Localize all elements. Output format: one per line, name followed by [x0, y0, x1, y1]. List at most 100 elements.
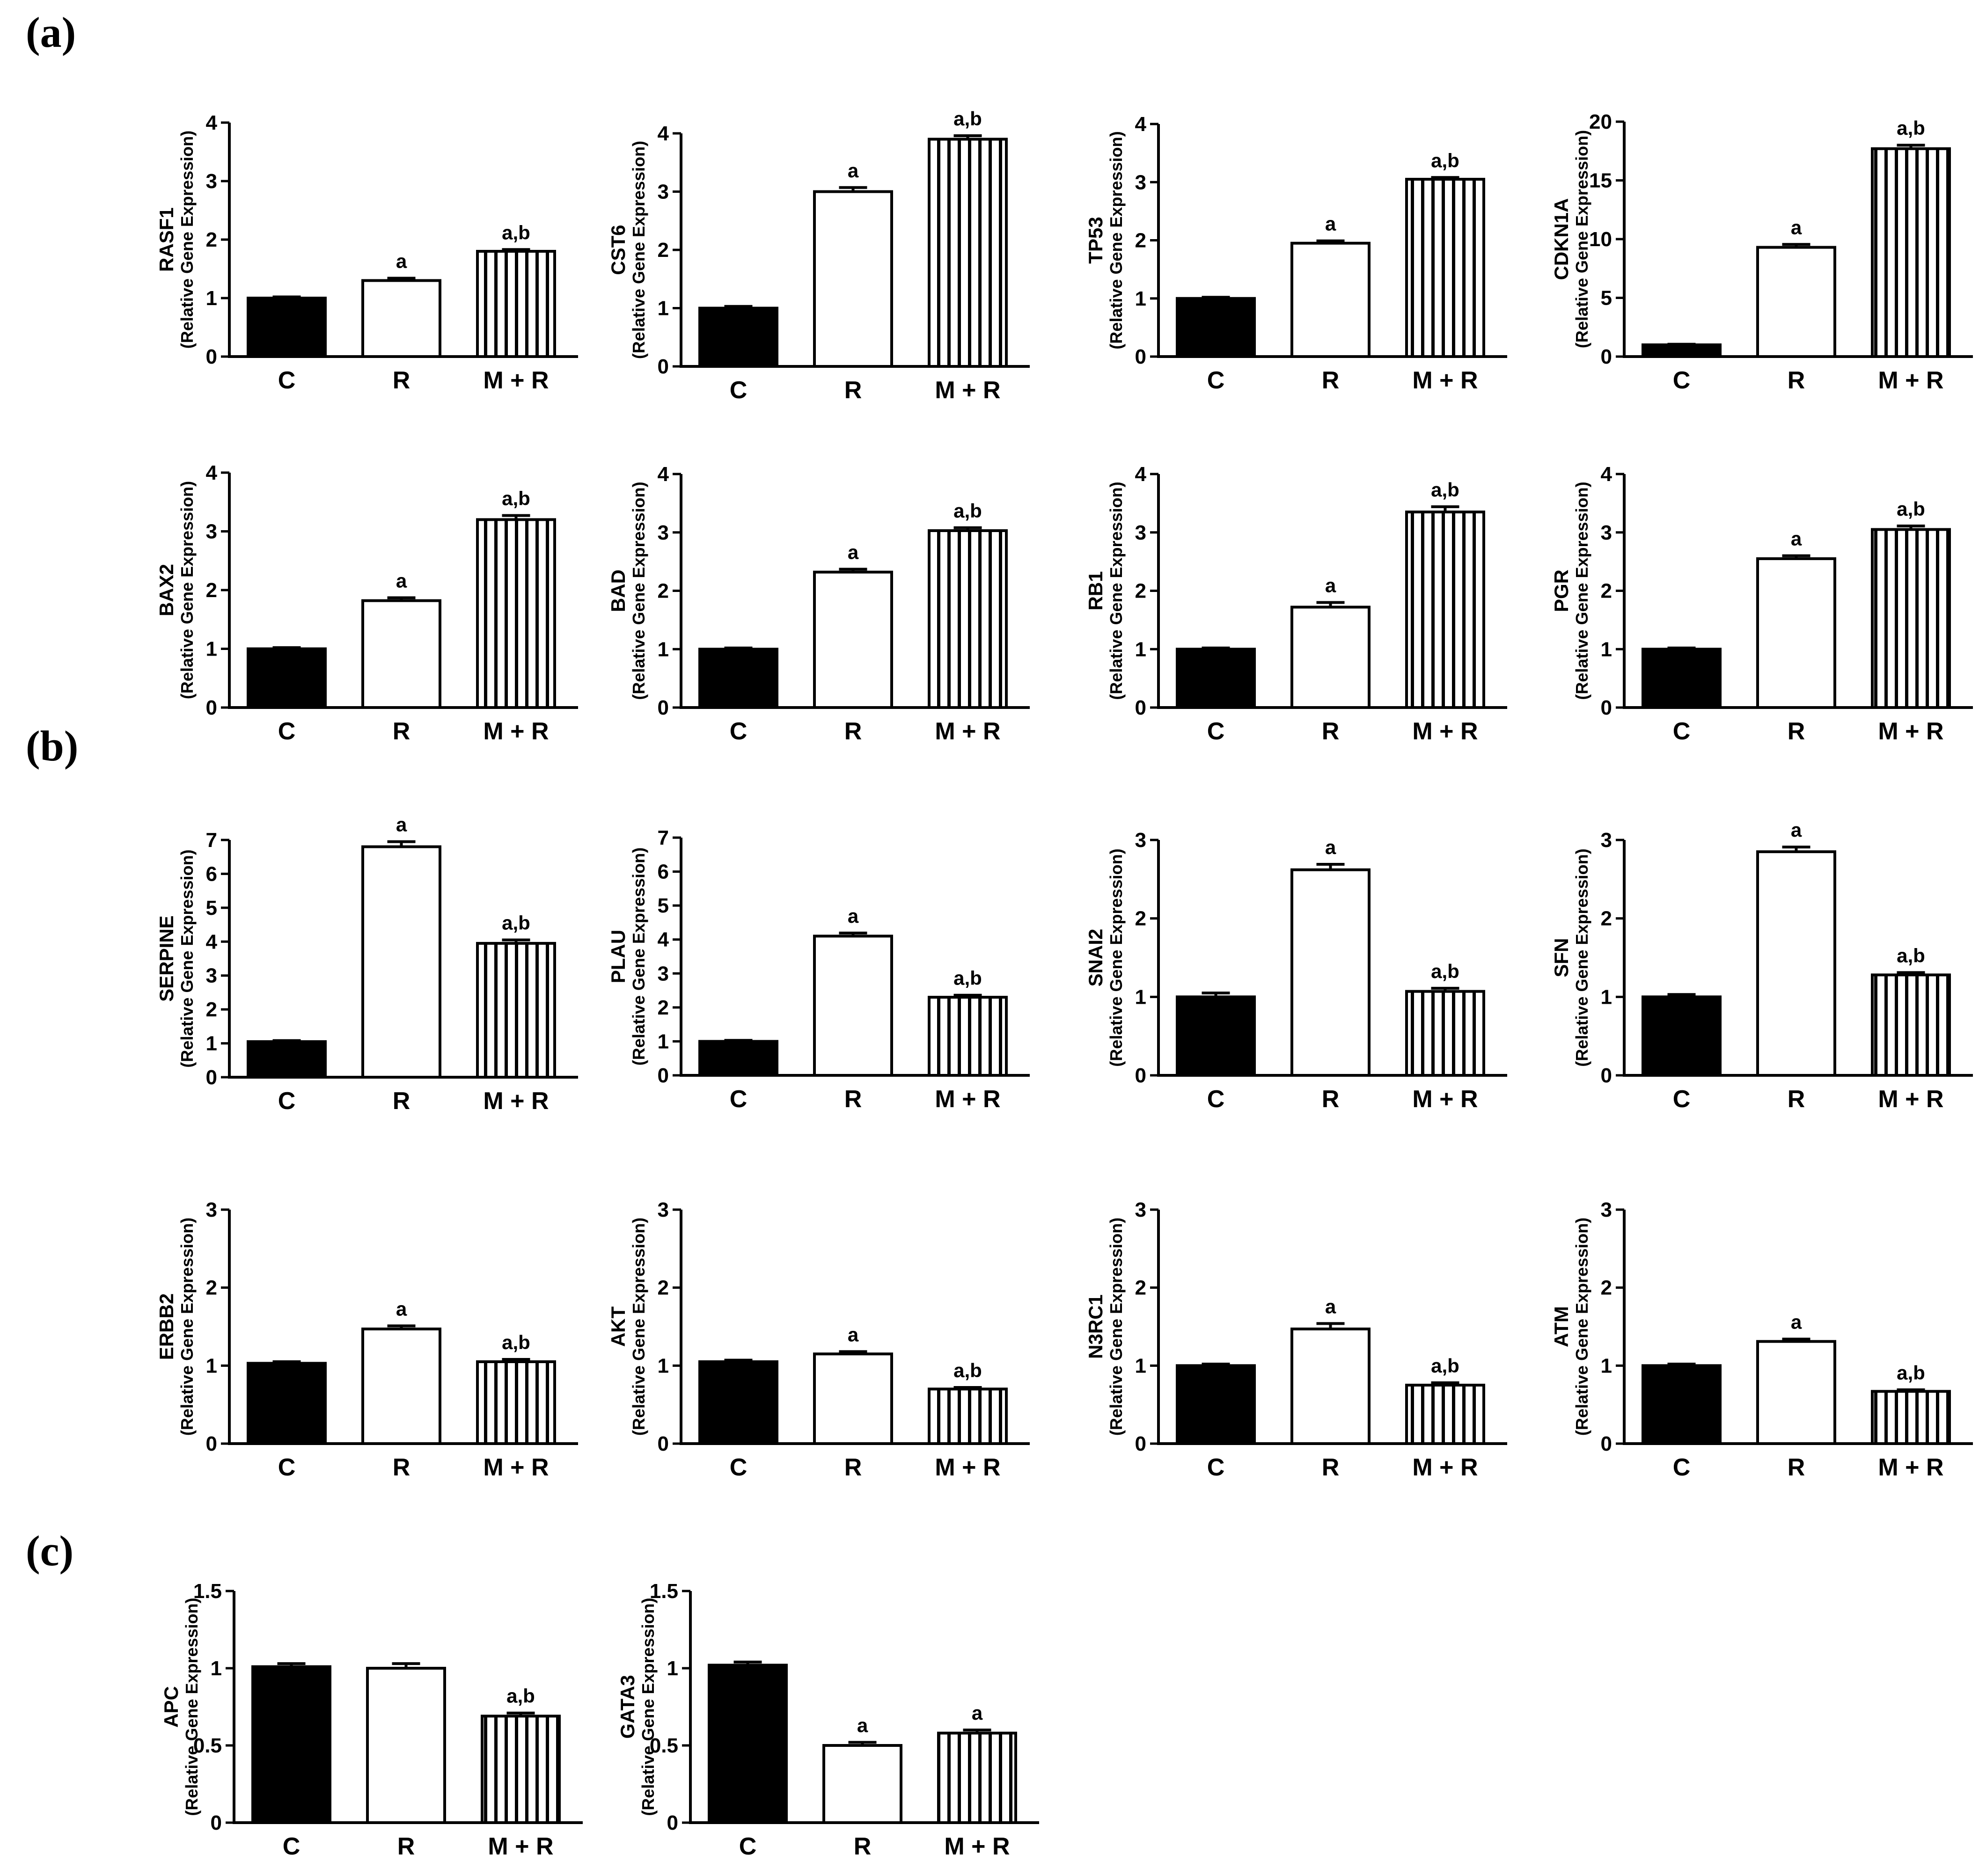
- chart-tp53: 0 1 2 3 4 TP53 (Relative Gene Expression) Ca Ra,…: [1085, 113, 1507, 394]
- significance-label: a,b: [953, 108, 982, 130]
- significance-label: a: [1791, 528, 1802, 550]
- bar-mplusr: [928, 529, 1008, 709]
- y-tick-label: 0: [658, 1432, 669, 1455]
- x-category-label: R: [1788, 1454, 1805, 1481]
- y-tick-label: 5: [658, 894, 669, 917]
- significance-label: a,b: [953, 1359, 982, 1381]
- bar-mplusr: [1871, 973, 1951, 1077]
- y-axis-gene-label: CDKN1A: [1550, 198, 1572, 280]
- y-tick-label: 3: [1135, 1198, 1146, 1221]
- y-axis-unit-label: (Relative Gene Expression): [177, 1218, 197, 1436]
- y-axis-unit-label: (Relative Gene Expression): [1572, 848, 1591, 1066]
- x-category-label: M + R: [1412, 1454, 1478, 1481]
- x-category-label: C: [739, 1833, 757, 1860]
- bar-r: [1290, 606, 1371, 709]
- y-tick-label: 2: [206, 579, 217, 602]
- x-category-label: C: [278, 367, 296, 394]
- significance-label: a,b: [1431, 149, 1459, 171]
- significance-label: a,b: [1897, 1362, 1925, 1384]
- bar-mplusr: [937, 1731, 1017, 1825]
- y-axis-unit-label: (Relative Gene Expression): [1107, 131, 1126, 349]
- x-category-label: R: [1322, 718, 1340, 745]
- significance-label: a: [1325, 574, 1336, 596]
- x-category-label: R: [844, 1086, 862, 1113]
- x-category-label: R: [1788, 367, 1805, 394]
- y-tick-label: 3: [1135, 171, 1146, 194]
- y-axis-unit-label: (Relative Gene Expression): [1107, 1218, 1126, 1436]
- y-tick-label: 3: [206, 1198, 217, 1221]
- significance-label: a: [1325, 836, 1336, 858]
- y-tick-label: 2: [1601, 580, 1612, 603]
- bar-mplusr: [476, 518, 556, 709]
- y-tick-label: 0: [206, 345, 217, 368]
- y-tick-label: 1: [1601, 1354, 1612, 1377]
- y-tick-label: 4: [658, 463, 669, 486]
- x-category-label: M + R: [935, 377, 1000, 404]
- x-category-label: R: [393, 1454, 410, 1481]
- x-category-label: M + R: [483, 367, 549, 394]
- x-category-label: R: [854, 1833, 872, 1860]
- x-category-label: M + R: [1412, 367, 1478, 394]
- y-tick-label: 3: [658, 521, 669, 544]
- x-category-label: C: [278, 1454, 296, 1481]
- x-category-label: R: [1322, 367, 1340, 394]
- y-tick-label: 10: [1589, 228, 1612, 251]
- chart-sfn: 0 1 2 3 SFN (Relative Gene Expression) Ca Ra,b M…: [1550, 819, 1973, 1113]
- significance-label: a,b: [953, 500, 982, 522]
- x-category-label: C: [278, 718, 296, 745]
- y-tick-label: 4: [206, 461, 218, 484]
- y-axis-unit-label: (Relative Gene Expression): [177, 849, 197, 1067]
- y-tick-label: 2: [658, 239, 669, 262]
- bar-mplusr: [928, 138, 1008, 368]
- chart-gata3: 0 0.5 1 1.5 GATA3 (Relative Gene Expression) C…: [616, 1580, 1039, 1860]
- panel-label-c: (c): [26, 1527, 73, 1575]
- significance-label: a: [857, 1714, 868, 1736]
- bar-mplusr: [1405, 990, 1485, 1077]
- y-axis-unit-label: (Relative Gene Expression): [629, 847, 648, 1066]
- x-category-label: R: [1322, 1454, 1340, 1481]
- y-tick-label: 1: [1135, 1354, 1146, 1377]
- y-tick-label: 2: [1601, 907, 1612, 930]
- chart-snai2: 0 1 2 3 SNAI2 (Relative Gene Expression) Ca Ra,…: [1085, 829, 1507, 1113]
- significance-label: a: [396, 1298, 407, 1320]
- y-axis-unit-label: (Relative Gene Expression): [177, 481, 197, 699]
- chart-atm: 0 1 2 3 ATM (Relative Gene Expression) Ca Ra,b M…: [1550, 1198, 1973, 1481]
- chart-serpine: 0 1 2 3 4 5 6 7 SERPINE (Relative Gene Expression…: [155, 814, 578, 1115]
- bar-mplusr: [928, 1387, 1008, 1445]
- y-axis-gene-label: ATM: [1550, 1306, 1572, 1347]
- significance-label: a: [1791, 819, 1802, 841]
- bar-mplusr: [476, 942, 556, 1079]
- y-tick-label: 0: [206, 696, 217, 719]
- bar-r: [361, 279, 441, 358]
- y-tick-label: 3: [1601, 1198, 1612, 1221]
- x-category-label: C: [1673, 718, 1691, 745]
- bar-c: [1176, 995, 1256, 1077]
- y-tick-label: 0: [1601, 1432, 1612, 1455]
- bar-r: [813, 1352, 893, 1445]
- y-tick-label: 1: [1135, 287, 1146, 310]
- x-category-label: R: [1322, 1086, 1340, 1113]
- bar-r: [1756, 246, 1836, 358]
- y-tick-label: 3: [1601, 829, 1612, 852]
- y-tick-label: 20: [1589, 110, 1612, 133]
- x-category-label: M + R: [1412, 1086, 1478, 1113]
- bar-c: [1642, 343, 1722, 358]
- y-tick-label: 0: [211, 1811, 222, 1834]
- bar-r: [361, 1328, 441, 1445]
- bar-r: [366, 1667, 446, 1824]
- y-axis-unit-label: (Relative Gene Expression): [1107, 482, 1126, 700]
- bar-r: [1756, 850, 1836, 1077]
- bar-r: [361, 599, 441, 709]
- y-tick-label: 0: [658, 696, 669, 719]
- panel-label-a: (a): [26, 8, 76, 56]
- x-category-label: M + R: [1878, 718, 1943, 745]
- bar-mplusr: [928, 996, 1008, 1077]
- x-category-label: C: [1673, 367, 1691, 394]
- y-tick-label: 1.5: [650, 1580, 678, 1603]
- y-tick-label: 1: [211, 1657, 222, 1680]
- y-tick-label: 2: [1135, 229, 1146, 252]
- y-tick-label: 3: [1135, 521, 1146, 544]
- y-tick-label: 4: [1135, 463, 1147, 486]
